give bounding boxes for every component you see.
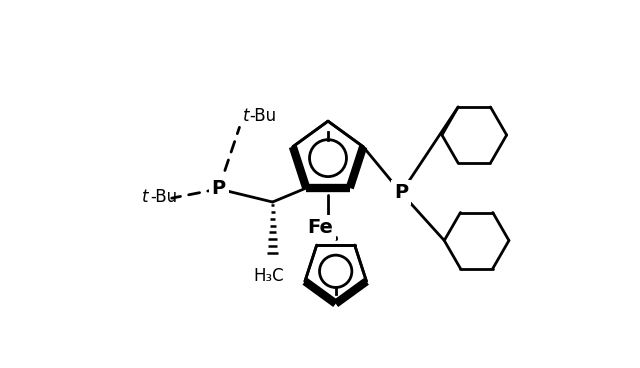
Text: P: P <box>212 180 226 198</box>
Text: -Bu: -Bu <box>250 107 276 125</box>
Text: Fe: Fe <box>307 218 333 237</box>
Text: P: P <box>212 180 226 198</box>
Text: P: P <box>394 183 408 202</box>
Text: Fe: Fe <box>307 218 333 237</box>
Text: P: P <box>394 183 408 202</box>
Text: t: t <box>142 188 148 206</box>
Text: t: t <box>243 107 250 125</box>
Text: -Bu: -Bu <box>150 188 177 206</box>
Text: H₃C: H₃C <box>253 267 284 285</box>
